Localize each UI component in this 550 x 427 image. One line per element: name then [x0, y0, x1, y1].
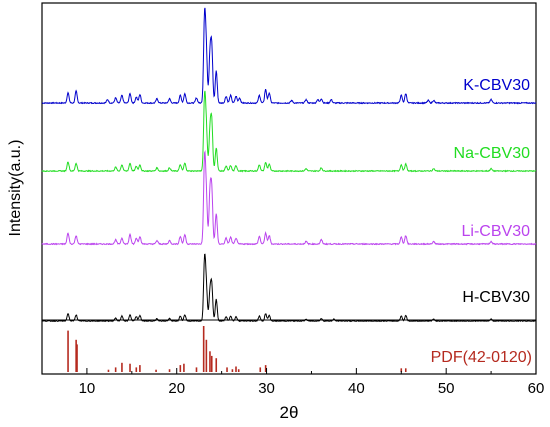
x-tick-label: 10: [79, 380, 96, 397]
x-tick-label: 40: [348, 380, 365, 397]
series-line-li-cbv30: [41, 149, 537, 246]
series-line-k-cbv30: [41, 7, 537, 105]
x-tick-label: 20: [168, 380, 185, 397]
series-label-k-cbv30: K-CBV30: [463, 77, 530, 94]
x-axis-label: 2θ: [280, 403, 299, 422]
x-tick-label: 60: [528, 380, 545, 397]
x-tick-label: 50: [438, 380, 455, 397]
reference-label: PDF(42-0120): [431, 349, 532, 366]
series-labels: K-CBV30 Na-CBV30 Li-CBV30 H-CBV30 PDF(42-012…: [431, 77, 532, 366]
series-line-h-cbv30: [41, 253, 537, 323]
series-label-na-cbv30: Na-CBV30: [454, 145, 531, 162]
x-tick-label: 30: [258, 380, 275, 397]
plot-frame: [41, 2, 537, 375]
series-line-na-cbv30: [41, 90, 537, 173]
series-label-h-cbv30: H-CBV30: [462, 289, 530, 306]
x-ticks: 10 20 30 40 50 60: [41, 368, 545, 397]
y-axis-label: Intensity(a.u.): [7, 140, 24, 237]
series-layer: [41, 7, 537, 372]
series-label-li-cbv30: Li-CBV30: [462, 223, 531, 240]
